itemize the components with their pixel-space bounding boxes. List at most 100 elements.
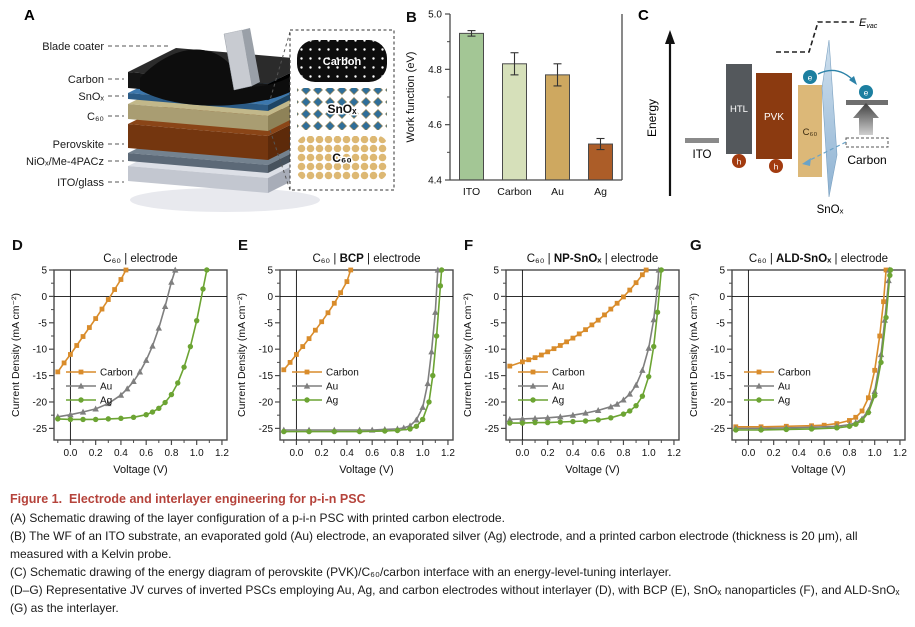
x-tick-label: 0.2 bbox=[767, 448, 781, 459]
y-tick-label: 5 bbox=[719, 266, 725, 277]
y-tick-label: -15 bbox=[33, 371, 48, 382]
x-tick-label: Ag bbox=[594, 186, 607, 198]
svg-text:e: e bbox=[864, 88, 869, 98]
ito-label: ITO bbox=[693, 149, 712, 161]
y-tick-label: 5 bbox=[267, 266, 273, 277]
series-ag bbox=[733, 267, 894, 433]
legend-item-au: Au bbox=[292, 382, 338, 393]
label-dash-lines bbox=[108, 45, 168, 183]
x-tick-label: ITO bbox=[463, 186, 480, 198]
panel-f-jv-chart: F C₆₀ | NP-SnOₓ | electrode 0.0 0.2 0.4 0.6 0.… bbox=[460, 232, 687, 484]
carbon-label: Carbon bbox=[847, 153, 886, 167]
series-carbon bbox=[733, 267, 889, 430]
htl-label: HTL bbox=[730, 104, 748, 115]
x-tick-label: 0.4 bbox=[566, 448, 580, 459]
x-tick-label: 0.8 bbox=[164, 448, 178, 459]
y-tick-label: -25 bbox=[33, 424, 48, 435]
svg-text:e: e bbox=[808, 73, 813, 83]
legend-item-carbon: Carbon bbox=[66, 368, 133, 379]
x-tick-label: 0.4 bbox=[792, 448, 806, 459]
y-tick-label: -20 bbox=[485, 397, 500, 408]
x-tick-label: 0.2 bbox=[89, 448, 103, 459]
y-axis-label: Current Density (mA cm⁻²) bbox=[10, 293, 22, 417]
series-carbon bbox=[507, 267, 649, 369]
series-ag bbox=[507, 267, 665, 426]
level-shift-arrow bbox=[853, 103, 879, 135]
panel-letter-a: A bbox=[24, 7, 35, 24]
y-tick-label: -10 bbox=[485, 345, 500, 356]
y-tick-label: -10 bbox=[33, 345, 48, 356]
x-tick-label: 0.8 bbox=[842, 448, 856, 459]
bar-au bbox=[545, 74, 570, 181]
snox-label: SnOₓ bbox=[817, 204, 844, 216]
y-tick-label: 0 bbox=[493, 292, 499, 303]
y-tick-label: 0 bbox=[719, 292, 725, 303]
plot-frame bbox=[731, 269, 906, 441]
jv-plot-E: E C₆₀ | BCP | electrode 0.0 0.2 0.4 0.6 0.8 1.0… bbox=[236, 237, 455, 476]
panel-letter: E bbox=[238, 237, 248, 254]
legend-item-au: Au bbox=[744, 382, 790, 393]
legend-item-carbon: Carbon bbox=[744, 368, 811, 379]
series-au bbox=[732, 266, 893, 431]
legend-label: Au bbox=[100, 382, 112, 393]
legend-item-au: Au bbox=[518, 382, 564, 393]
energy-axis-label: Energy bbox=[645, 99, 659, 137]
evac-level: Evac bbox=[776, 17, 878, 53]
blade-coater bbox=[223, 28, 260, 91]
x-tick-label: 0.6 bbox=[365, 448, 379, 459]
y-axis-label: Current Density (mA cm⁻²) bbox=[236, 293, 248, 417]
y-tick-label: -5 bbox=[38, 318, 47, 329]
panel-letter: B bbox=[406, 9, 417, 26]
y-tick-label: -15 bbox=[711, 371, 726, 382]
legend-label: Ag bbox=[552, 396, 564, 407]
x-tick-label: 0.8 bbox=[390, 448, 404, 459]
series-ag bbox=[55, 267, 210, 423]
x-tick-label: 0.4 bbox=[114, 448, 128, 459]
y-axis-label: Current Density (mA cm⁻²) bbox=[688, 293, 700, 417]
panel-title: C₆₀ | ALD-SnOₓ | electrode bbox=[749, 253, 888, 265]
inset-c60-dots bbox=[297, 136, 387, 180]
carbon-level: Carbon bbox=[802, 100, 889, 167]
panel-letter: F bbox=[464, 237, 473, 254]
panel-letter: G bbox=[690, 237, 702, 254]
error-bar-ito bbox=[467, 30, 476, 37]
x-tick-label: 0.0 bbox=[741, 448, 755, 459]
carbon-old-level-box bbox=[845, 137, 889, 148]
x-tick-label: 1.2 bbox=[441, 448, 455, 459]
evac-label: Evac bbox=[859, 17, 878, 30]
caption-item-c: (C) Schematic drawing of the energy diag… bbox=[10, 565, 672, 579]
panel-title: C₆₀ | electrode bbox=[103, 253, 177, 265]
caption-item-b: (B) The WF of an ITO substrate, an evapo… bbox=[10, 529, 858, 561]
error-bar-carbon bbox=[510, 52, 519, 76]
x-axis-label: Voltage (V) bbox=[339, 464, 393, 476]
panel-title: C₆₀ | BCP | electrode bbox=[312, 253, 420, 265]
plot-frame bbox=[505, 269, 680, 441]
caption-item-a: (A) Schematic drawing of the layer confi… bbox=[10, 511, 505, 525]
panel-c-energy-diagram: C Energy Evac ITO HTL PVK C₆₀ SnOₓ e bbox=[638, 7, 889, 216]
x-tick-label: 0.6 bbox=[817, 448, 831, 459]
y-tick-label: 0 bbox=[267, 292, 273, 303]
ito-level-bar bbox=[685, 138, 719, 143]
y-tick-label: 4.4 bbox=[428, 176, 442, 187]
legend-label: Ag bbox=[778, 396, 790, 407]
y-tick-label: 4.8 bbox=[428, 65, 442, 76]
plot-frame bbox=[279, 269, 454, 441]
y-tick-label: 0 bbox=[41, 292, 47, 303]
x-tick-label: 1.2 bbox=[667, 448, 681, 459]
inset-label-snox: SnOₓ bbox=[327, 102, 357, 116]
snox-plane bbox=[821, 39, 838, 198]
htl-block bbox=[726, 64, 752, 154]
x-tick-label: Carbon bbox=[497, 186, 532, 198]
x-tick-label: 1.2 bbox=[215, 448, 229, 459]
series-carbon bbox=[55, 267, 129, 375]
legend-label: Au bbox=[552, 382, 564, 393]
inset-box: Carbon SnOₓ C₆₀ bbox=[289, 29, 395, 191]
series-carbon bbox=[281, 267, 354, 373]
series-au bbox=[506, 266, 662, 423]
legend-item-carbon: Carbon bbox=[518, 368, 585, 379]
error-bar-ag bbox=[596, 137, 605, 151]
figure-caption: Figure 1. Electrode and interlayer engin… bbox=[10, 492, 905, 617]
legend-label: Carbon bbox=[552, 368, 585, 379]
inset-connectors bbox=[269, 31, 291, 191]
